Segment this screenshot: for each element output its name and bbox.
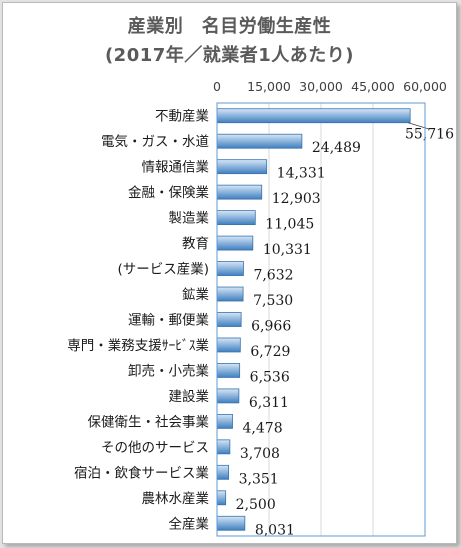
category-label: 卸売・小売業 [128, 363, 209, 379]
bar [216, 490, 227, 506]
data-label: 10,331 [263, 242, 312, 258]
bar [216, 235, 254, 251]
x-tick-label: 30,000 [299, 79, 343, 94]
data-label: 14,331 [277, 166, 326, 182]
data-label: 3,708 [240, 446, 280, 462]
bar [216, 184, 263, 200]
chart-subtitle: (2017年／就業者1人あたり) [104, 45, 355, 66]
category-label: 不動産業 [155, 109, 209, 125]
bar [216, 388, 240, 404]
category-label: 宿泊・飲食サービス業 [74, 464, 209, 481]
category-label: その他のサービス [101, 440, 209, 456]
category-label: 運輸・郵便業 [128, 313, 209, 329]
category-label: 保健衛生・社会事業 [88, 414, 210, 430]
x-tick-label: 0 [213, 79, 221, 94]
chart-frame: 産業別 名目労働生産性 (2017年／就業者1人あたり) 0 15,000 30,0… [2, 2, 457, 544]
bar [216, 515, 246, 531]
x-tick-label: 15,000 [247, 79, 291, 94]
category-label: 金融・保険業 [128, 185, 209, 201]
category-label: 情報通信業 [142, 160, 210, 176]
data-label: 4,478 [243, 420, 283, 436]
chart-title: 産業別 名目労働生産性 [127, 16, 332, 37]
bar [216, 337, 241, 353]
x-tick-label: 45,000 [351, 79, 395, 94]
data-label: 2,500 [236, 497, 276, 513]
bar [216, 363, 241, 378]
data-label: 6,536 [250, 369, 290, 385]
category-label: 農林水産業 [142, 491, 210, 507]
data-label: 6,729 [250, 344, 290, 360]
bar-chart: 0 15,000 30,000 45,000 60,000 不動産業電気・ガス・水道情報… [67, 79, 454, 538]
bar [216, 261, 244, 276]
bar [216, 286, 244, 302]
bar [216, 464, 230, 480]
category-label: 全産業 [169, 515, 210, 532]
x-tick-label: 60,000 [403, 79, 447, 94]
plot-area-border [216, 102, 426, 537]
data-label: 8,031 [255, 522, 295, 538]
category-label: 専門・業務支援ｻｰﾋﾞｽ業 [67, 338, 209, 354]
data-label: 6,311 [249, 395, 289, 411]
bar [216, 210, 256, 226]
category-label: 建設業 [169, 389, 210, 405]
data-label: 55,716 [405, 127, 454, 143]
data-label: 12,903 [272, 191, 321, 207]
category-label: (サービス産業) [117, 262, 209, 278]
data-label: 3,351 [239, 471, 279, 487]
data-label: 6,966 [251, 319, 291, 335]
category-label: 教育 [182, 236, 209, 252]
data-label: 7,530 [253, 293, 293, 309]
bar [216, 133, 303, 149]
category-label: 製造業 [169, 211, 210, 227]
data-label: 24,489 [312, 140, 361, 156]
bar [216, 108, 411, 124]
category-label: 鉱業 [182, 287, 209, 303]
bar [216, 439, 231, 455]
bar [216, 159, 268, 175]
bar [216, 413, 233, 429]
category-label: 電気・ガス・水道 [101, 134, 209, 150]
bar [216, 312, 242, 327]
data-label: 11,045 [265, 217, 314, 233]
data-label: 7,632 [253, 268, 293, 284]
